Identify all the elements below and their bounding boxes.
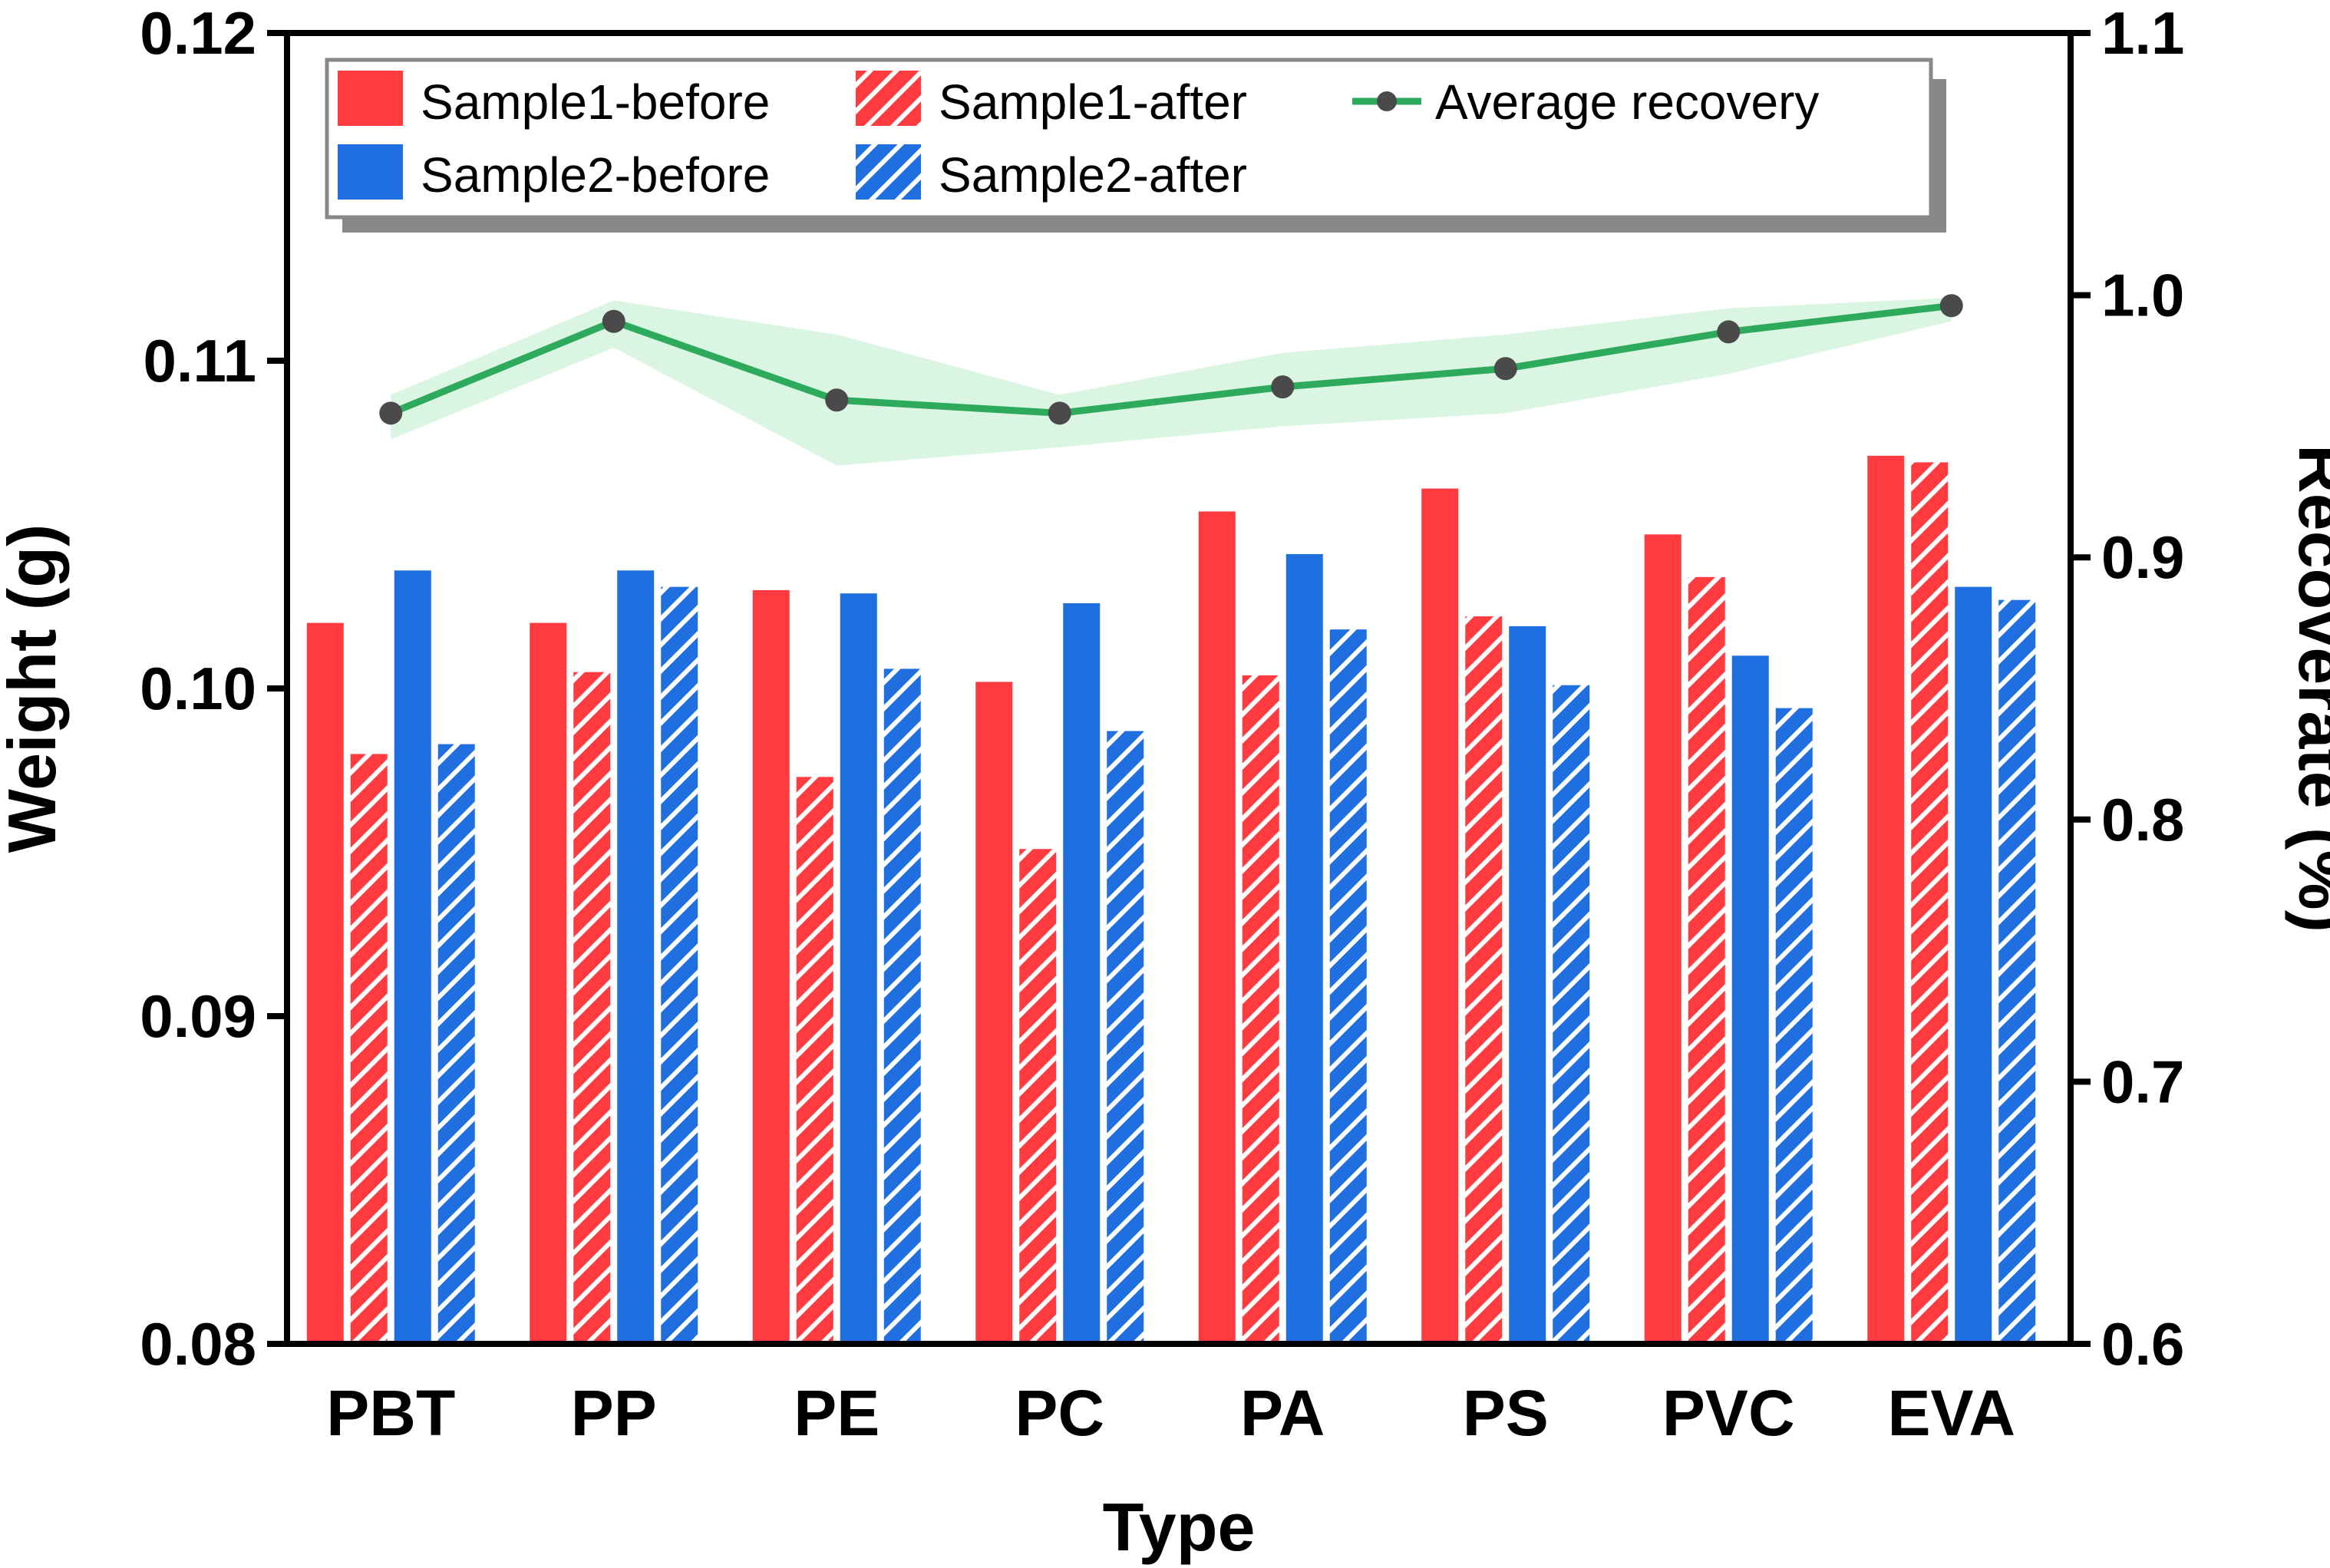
- bar-sample2-before-pbt: [394, 570, 431, 1344]
- bar-sample1-before-pp: [530, 622, 567, 1344]
- y2-tick-label: 1.0: [2101, 262, 2184, 329]
- x-tick-label-pvc: PVC: [1662, 1377, 1795, 1449]
- legend-swatch-sample1-before: [338, 71, 403, 126]
- average-recovery-point-pp: [602, 309, 625, 333]
- x-tick-label-pc: PC: [1015, 1377, 1104, 1449]
- y2-tick-label: 0.7: [2101, 1048, 2184, 1115]
- bar-sample1-after-pa: [1242, 675, 1279, 1344]
- bar-sample1-after-pc: [1019, 849, 1057, 1344]
- bars: [306, 455, 2036, 1345]
- bar-sample2-before-pe: [840, 593, 877, 1344]
- bar-sample2-before-pvc: [1731, 655, 1769, 1344]
- average-recovery-line: [389, 302, 1952, 417]
- bar-sample2-after-pbt: [437, 744, 475, 1344]
- legend-label-sample2-before: Sample2-before: [421, 147, 770, 203]
- bar-sample1-after-eva: [1911, 462, 1949, 1344]
- bar-sample2-before-eva: [1955, 586, 1992, 1344]
- x-tick-label-pa: PA: [1240, 1377, 1325, 1449]
- bar-sample1-before-pbt: [306, 622, 344, 1344]
- y2-axis-title: Recoverate (%): [2285, 444, 2330, 933]
- bar-sample2-before-pp: [617, 570, 655, 1344]
- bar-sample2-after-pe: [883, 668, 921, 1344]
- y-tick-label: 0.09: [140, 982, 256, 1050]
- bar-sample2-after-ps: [1553, 685, 1590, 1344]
- bar-sample1-after-pvc: [1688, 576, 1725, 1344]
- legend-swatch-sample1-after: [856, 71, 921, 126]
- bar-sample1-after-ps: [1465, 616, 1503, 1344]
- y2-tick-label: 0.8: [2101, 786, 2184, 853]
- legend-box: [325, 58, 1933, 220]
- bar-sample1-before-pc: [975, 682, 1013, 1344]
- legend: Sample1-before Sample1-after Average rec…: [325, 58, 1946, 233]
- y-tick-label: 0.10: [140, 655, 256, 722]
- legend-label-sample2-after: Sample2-after: [939, 147, 1247, 203]
- y-tick-label: 0.12: [140, 0, 256, 67]
- y2-tick-label: 0.6: [2101, 1310, 2184, 1378]
- axes: 0.08 0.09 0.10 0.11 0.12 0.6 0.7 0.8 0.9 1.0 1.1 PB…: [140, 0, 2184, 1449]
- average-recovery-point-pbt: [379, 401, 403, 425]
- average-recovery-point-ps: [1493, 357, 1517, 381]
- legend-swatch-average-recovery-marker: [1377, 91, 1397, 111]
- bar-sample2-before-pc: [1063, 602, 1101, 1344]
- y-axis-title: Weight (g): [0, 524, 70, 853]
- bar-sample2-after-pvc: [1775, 708, 1813, 1344]
- average-recovery-point-pe: [825, 388, 849, 412]
- bar-sample2-after-pc: [1107, 731, 1144, 1344]
- average-recovery-point-pvc: [1717, 320, 1741, 344]
- legend-label-sample1-before: Sample1-before: [421, 74, 770, 130]
- bar-sample1-after-pbt: [350, 754, 388, 1344]
- bar-sample2-before-ps: [1509, 626, 1546, 1344]
- recovery-band: [391, 298, 1952, 466]
- bar-sample1-after-pe: [796, 777, 833, 1344]
- bar-sample1-before-eva: [1867, 455, 1905, 1344]
- legend-swatch-sample2-before: [338, 144, 403, 200]
- x-tick-label-pp: PP: [571, 1377, 657, 1449]
- x-tick-label-eva: EVA: [1888, 1377, 2015, 1449]
- legend-label-sample1-after: Sample1-after: [939, 74, 1247, 130]
- bar-sample2-after-eva: [1998, 599, 2036, 1344]
- recovery-confidence-band: [391, 298, 1952, 466]
- y2-tick-label: 1.1: [2101, 0, 2184, 67]
- x-tick-label-pbt: PBT: [326, 1377, 455, 1449]
- x-tick-label-pe: PE: [794, 1377, 880, 1449]
- bar-sample2-before-pa: [1285, 553, 1323, 1345]
- average-recovery-point-pa: [1271, 375, 1295, 399]
- bar-sample1-before-pe: [752, 589, 790, 1344]
- x-tick-label-ps: PS: [1463, 1377, 1549, 1449]
- y-tick-label: 0.08: [140, 1310, 256, 1378]
- recovery-line: [379, 294, 1963, 425]
- bar-sample1-before-ps: [1421, 488, 1459, 1344]
- legend-swatch-sample2-after: [856, 144, 921, 200]
- bar-sample2-after-pa: [1329, 629, 1367, 1344]
- legend-label-average-recovery: Average recovery: [1435, 74, 1819, 130]
- x-axis-title: Type: [1103, 1489, 1256, 1565]
- bar-sample1-before-pa: [1198, 511, 1236, 1345]
- y2-tick-label: 0.9: [2101, 523, 2184, 591]
- average-recovery-point-eva: [1939, 294, 1963, 318]
- bar-sample2-after-pp: [661, 586, 698, 1344]
- bar-sample1-after-pp: [573, 672, 611, 1344]
- y-tick-label: 0.11: [143, 327, 256, 394]
- average-recovery-point-pc: [1048, 401, 1071, 425]
- bar-sample1-before-pvc: [1644, 534, 1681, 1344]
